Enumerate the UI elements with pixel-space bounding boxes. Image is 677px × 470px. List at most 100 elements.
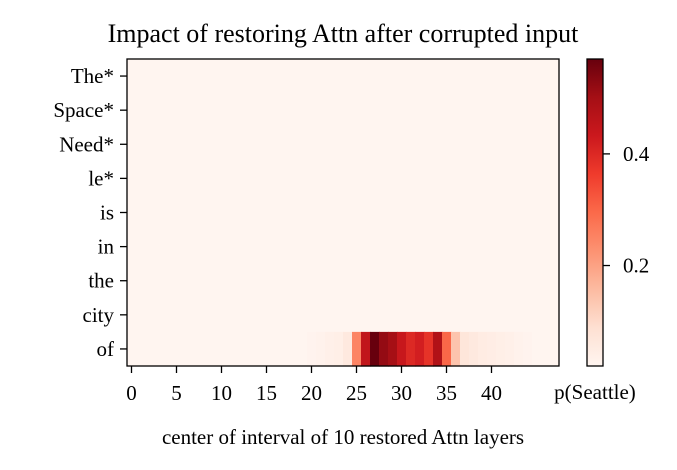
heatmap-cell bbox=[334, 127, 344, 162]
heatmap-cell bbox=[496, 161, 506, 197]
heatmap-cell bbox=[541, 161, 551, 197]
heatmap-cell bbox=[487, 161, 497, 197]
heatmap-cell bbox=[280, 297, 290, 333]
heatmap-cell bbox=[217, 161, 227, 197]
heatmap-cell bbox=[451, 59, 461, 94]
heatmap-cell bbox=[370, 93, 380, 128]
heatmap-cell bbox=[199, 229, 209, 265]
heatmap-cell bbox=[181, 59, 191, 94]
heatmap-cell bbox=[361, 229, 371, 265]
heatmap-cell bbox=[163, 93, 173, 128]
heatmap-cell bbox=[316, 263, 326, 299]
x-tick-label: 10 bbox=[211, 381, 232, 405]
heatmap-cell bbox=[235, 263, 245, 299]
heatmap-cell bbox=[253, 331, 263, 367]
heatmap-cell bbox=[127, 59, 137, 94]
heatmap-cell bbox=[496, 93, 506, 128]
heatmap-cell bbox=[406, 297, 416, 333]
heatmap-cell bbox=[334, 229, 344, 265]
heatmap-cell bbox=[442, 263, 452, 299]
heatmap-cell bbox=[280, 93, 290, 128]
heatmap-cell bbox=[487, 93, 497, 128]
heatmap-cell bbox=[352, 263, 362, 299]
heatmap-cell bbox=[433, 93, 443, 128]
heatmap-cell bbox=[154, 127, 164, 162]
heatmap-cell bbox=[505, 331, 515, 367]
colorbar-axis: 0.2 0.4 bbox=[603, 142, 650, 278]
heatmap-cell bbox=[226, 297, 236, 333]
heatmap-cell bbox=[343, 161, 353, 197]
heatmap-cell bbox=[379, 127, 389, 162]
y-tick-label: the bbox=[88, 269, 114, 293]
heatmap-cell bbox=[298, 161, 308, 197]
heatmap-cell bbox=[334, 59, 344, 94]
heatmap-cell bbox=[190, 127, 200, 162]
heatmap-cell bbox=[370, 161, 380, 197]
heatmap-cell bbox=[415, 59, 425, 94]
heatmap-cell bbox=[550, 195, 560, 231]
y-tick-label: Space* bbox=[53, 98, 114, 122]
heatmap-cell bbox=[496, 229, 506, 265]
x-tick-label: 40 bbox=[481, 381, 502, 405]
heatmap-cell bbox=[172, 127, 182, 162]
heatmap-cell bbox=[478, 331, 488, 367]
heatmap-cell bbox=[487, 59, 497, 94]
heatmap-cell bbox=[307, 195, 317, 231]
heatmap-cell bbox=[154, 229, 164, 265]
heatmap-cell bbox=[298, 229, 308, 265]
heatmap-cell bbox=[433, 161, 443, 197]
heatmap-cell bbox=[370, 331, 380, 367]
heatmap-cell bbox=[523, 263, 533, 299]
heatmap-cell bbox=[244, 195, 254, 231]
x-tick-label: 25 bbox=[346, 381, 367, 405]
heatmap-cell bbox=[361, 297, 371, 333]
heatmap-cell bbox=[235, 127, 245, 162]
heatmap-cell bbox=[514, 161, 524, 197]
heatmap-cell bbox=[397, 263, 407, 299]
heatmap-cell bbox=[199, 331, 209, 367]
heatmap-cell bbox=[127, 229, 137, 265]
heatmap-cell bbox=[541, 127, 551, 162]
y-tick-label: le* bbox=[88, 166, 114, 190]
heatmap-cell bbox=[217, 229, 227, 265]
heatmap-cell bbox=[190, 59, 200, 94]
heatmap-cell bbox=[163, 297, 173, 333]
heatmap-cell bbox=[370, 229, 380, 265]
heatmap-cell bbox=[379, 331, 389, 367]
heatmap-cell bbox=[136, 127, 146, 162]
heatmap-cell bbox=[289, 59, 299, 94]
heatmap-cell bbox=[316, 127, 326, 162]
heatmap-cell bbox=[253, 127, 263, 162]
heatmap-cell bbox=[190, 195, 200, 231]
heatmap-cell bbox=[334, 297, 344, 333]
heatmap-cell bbox=[244, 59, 254, 94]
heatmap-cell bbox=[514, 331, 524, 367]
heatmap-cell bbox=[469, 297, 479, 333]
heatmap-cell bbox=[334, 93, 344, 128]
heatmap-cell bbox=[397, 229, 407, 265]
heatmap-cell bbox=[271, 263, 281, 299]
heatmap-cell bbox=[145, 93, 155, 128]
heatmap-cell bbox=[253, 229, 263, 265]
heatmap-cell bbox=[208, 195, 218, 231]
heatmap-cell bbox=[532, 297, 542, 333]
heatmap-cell bbox=[325, 195, 335, 231]
heatmap-cell bbox=[379, 93, 389, 128]
heatmap-cell bbox=[325, 59, 335, 94]
heatmap-cell bbox=[442, 59, 452, 94]
heatmap-cell bbox=[226, 161, 236, 197]
heatmap-cell bbox=[352, 195, 362, 231]
y-tick-label: Need* bbox=[59, 132, 114, 156]
heatmap-cell bbox=[316, 195, 326, 231]
heatmap-cell bbox=[397, 331, 407, 367]
heatmap-cell bbox=[307, 297, 317, 333]
heatmap-cell bbox=[253, 297, 263, 333]
heatmap-cell bbox=[469, 229, 479, 265]
heatmap-cell bbox=[127, 297, 137, 333]
heatmap-cell bbox=[442, 297, 452, 333]
heatmap-cell bbox=[280, 331, 290, 367]
heatmap-cell bbox=[406, 59, 416, 94]
heatmap-cell bbox=[199, 161, 209, 197]
x-tick-label: 15 bbox=[256, 381, 277, 405]
heatmap-cell bbox=[298, 59, 308, 94]
